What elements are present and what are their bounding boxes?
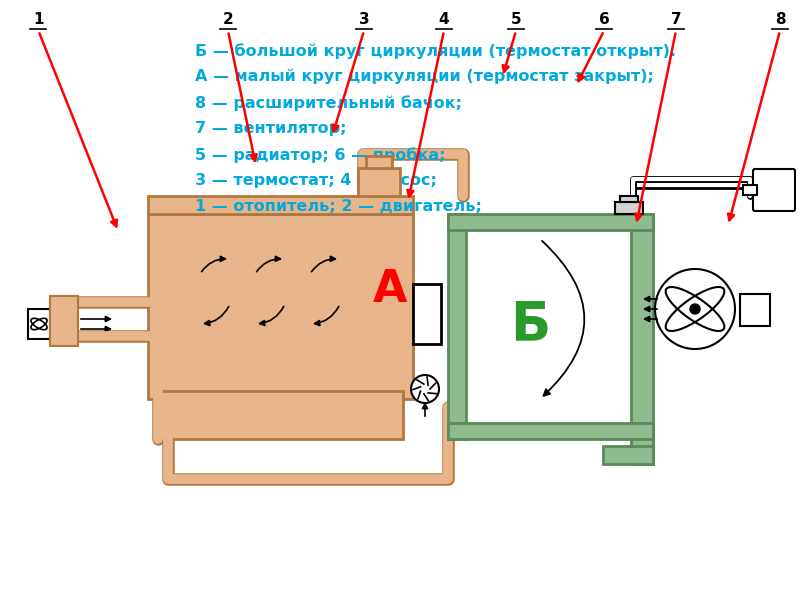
Text: 7: 7 [670,12,682,27]
Bar [740,294,770,326]
Text: 3 — термостат; 4 — насос;: 3 — термостат; 4 — насос; [195,173,437,188]
FancyBboxPatch shape [753,169,795,211]
Text: А: А [373,267,407,311]
Bar [50,296,78,346]
Text: Б — большой круг циркуляции (термостат открыт).: Б — большой круг циркуляции (термостат о… [195,43,676,59]
Bar [448,423,653,439]
Bar [448,214,466,439]
Bar [358,168,400,196]
Text: 7 — вентилятор;: 7 — вентилятор; [195,121,346,136]
Bar [28,309,50,339]
Circle shape [690,304,700,314]
Text: 1 — отопитель; 2 — двигатель;: 1 — отопитель; 2 — двигатель; [195,199,482,214]
Text: 4: 4 [438,12,450,27]
Bar [148,202,413,224]
Bar [603,446,653,464]
Bar [620,196,638,202]
Bar [448,214,653,230]
Bar [148,214,413,399]
Text: 8: 8 [774,12,786,27]
Text: 3: 3 [358,12,370,27]
Bar [631,214,653,464]
Bar [743,185,757,195]
Text: 8 — расширительный бачок;: 8 — расширительный бачок; [195,95,462,110]
Bar [466,230,631,423]
Bar [158,391,403,439]
Text: 6: 6 [598,12,610,27]
Bar [148,196,413,214]
Bar [413,284,441,344]
Text: 2: 2 [222,12,234,27]
Circle shape [411,375,439,403]
Text: 1: 1 [33,12,44,27]
Text: 5 — радиатор; 6 — пробка;: 5 — радиатор; 6 — пробка; [195,147,446,163]
Bar [366,156,392,168]
Text: А — малый круг циркуляции (термостат закрыт);: А — малый круг циркуляции (термостат зак… [195,69,654,84]
Text: 5: 5 [510,12,522,27]
Bar [615,202,643,214]
Text: Б: Б [510,298,550,350]
